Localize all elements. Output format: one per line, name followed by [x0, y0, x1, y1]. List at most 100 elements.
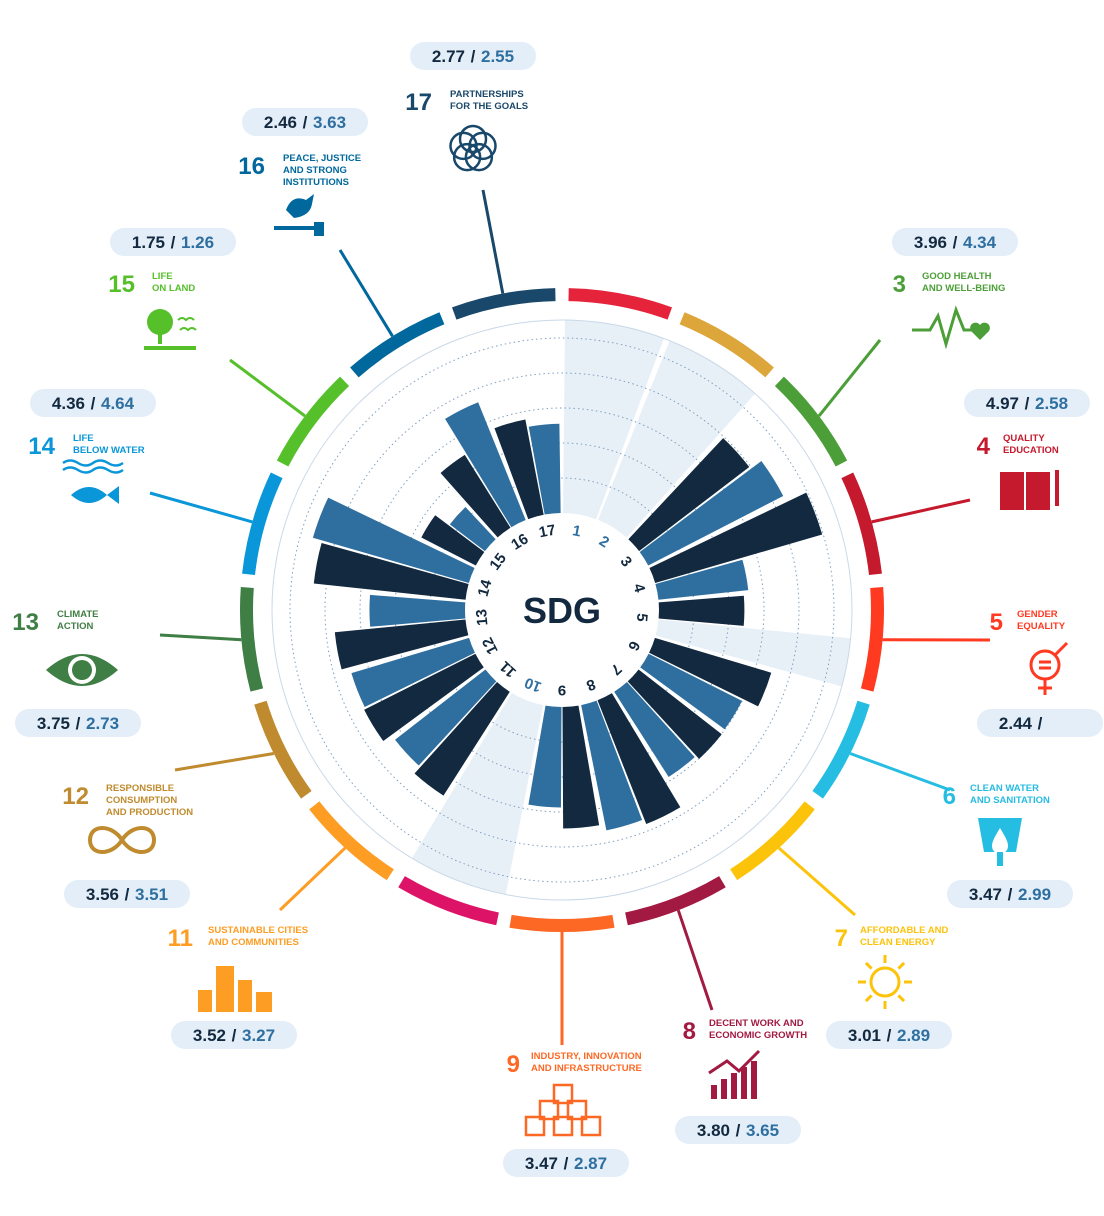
bar-b-16 — [445, 402, 526, 528]
goal-name-line: AND COMMUNITIES — [208, 937, 299, 948]
goal-name-line: CLEAN ENERGY — [860, 937, 936, 948]
ring-segment-16 — [350, 312, 445, 378]
goal-name-line: EDUCATION — [1003, 445, 1059, 456]
value-b-3: 4.34 — [963, 233, 997, 252]
ring-number-14: 14 — [475, 577, 496, 598]
value-b-6: 2.99 — [1018, 885, 1051, 904]
value-pill-8 — [675, 1116, 801, 1144]
value-separator: / — [471, 47, 476, 66]
goal-name-line: GENDER — [1017, 609, 1058, 620]
goal-name-line: AND STRONG — [283, 165, 347, 176]
dove-gavel-icon — [274, 194, 324, 236]
tree-icon — [144, 309, 197, 350]
value-a-4: 4.97 — [986, 394, 1019, 413]
value-a-14: 4.36 — [52, 394, 85, 413]
bar-b-7 — [614, 682, 695, 777]
goal-number-17: 17 — [405, 89, 432, 116]
bar-b-14 — [312, 497, 475, 583]
value-pill-17 — [410, 42, 536, 70]
leader-line-3 — [817, 339, 882, 417]
value-a-11: 3.52 — [193, 1026, 226, 1045]
globe-eye-icon — [46, 654, 118, 686]
bar-b-17 — [528, 423, 561, 515]
bar-a-9 — [562, 705, 600, 829]
bar-b-12 — [351, 637, 475, 707]
value-pill-11 — [171, 1021, 297, 1049]
sun-power-icon — [858, 955, 912, 1009]
value-separator: / — [1008, 885, 1013, 904]
goal-name-line: ON LAND — [152, 283, 195, 294]
bar-a-11 — [414, 682, 510, 796]
water-drop-icon — [978, 818, 1022, 866]
grid-ring — [359, 407, 765, 813]
goal-name-line: RESPONSIBLE — [106, 783, 174, 794]
leader-line-7 — [777, 846, 856, 917]
fish-icon — [62, 459, 124, 504]
center-label: SDG — [523, 590, 601, 631]
goal-number-7: 7 — [835, 925, 848, 952]
ring-number-12: 12 — [479, 634, 502, 657]
value-a-5: 2.44 — [999, 714, 1033, 733]
bar-a-5 — [658, 595, 745, 626]
bar-a-16 — [440, 454, 511, 538]
value-pill-7 — [826, 1021, 952, 1049]
empty-wedges — [411, 320, 851, 895]
cubes-icon — [524, 1083, 602, 1137]
leader-line-16 — [338, 249, 394, 337]
ring-segment-13 — [239, 587, 264, 692]
goal-name-line: ACTION — [57, 621, 94, 632]
goal-name-line: AFFORDABLE AND — [860, 925, 948, 936]
bar-a-8 — [597, 693, 681, 825]
value-pill-14 — [30, 389, 156, 417]
bar-b-8 — [581, 700, 643, 831]
bar-a-3 — [628, 438, 750, 552]
bar-b-9 — [528, 705, 562, 808]
goal-name-line: GOOD HEALTH — [922, 271, 992, 282]
ring-segment-9 — [509, 914, 615, 933]
value-a-9: 3.47 — [525, 1154, 558, 1173]
bar-a-13 — [334, 619, 469, 670]
value-b-13: 2.73 — [86, 714, 119, 733]
value-separator: / — [232, 1026, 237, 1045]
leader-line-8 — [676, 909, 714, 1011]
goal-name-line: INDUSTRY, INNOVATION — [531, 1051, 642, 1062]
value-a-3: 3.96 — [914, 233, 947, 252]
bar-a-4 — [649, 492, 823, 583]
value-a-12: 3.56 — [86, 885, 119, 904]
goal-name-line: FOR THE GOALS — [450, 101, 528, 112]
ring-segment-6 — [812, 700, 870, 799]
goal-name-line: SUSTAINABLE CITIES — [208, 925, 308, 936]
bar-b-11 — [395, 669, 497, 766]
outer-color-ring — [239, 288, 885, 933]
leader-line-15 — [229, 358, 306, 418]
leader-line-12 — [174, 752, 275, 772]
grid-ring — [324, 372, 800, 848]
goal-name-line: AND INFRASTRUCTURE — [531, 1063, 642, 1074]
value-b-8: 3.65 — [746, 1121, 779, 1140]
bar-b-15 — [449, 507, 496, 552]
ring-segment-8 — [625, 876, 726, 926]
ring-segment-14 — [242, 472, 283, 576]
bars — [312, 402, 823, 831]
value-separator: / — [736, 1121, 741, 1140]
goal-name-line: PEACE, JUSTICE — [283, 153, 361, 164]
goal-name-line: INSTITUTIONS — [283, 177, 349, 188]
goal-name-line: AND WELL-BEING — [922, 283, 1005, 294]
bar-a-12 — [364, 653, 484, 742]
grid-ring-outer — [271, 319, 853, 901]
empty-wedge-2 — [597, 340, 756, 538]
bar-a-7 — [627, 669, 722, 759]
value-a-8: 3.80 — [697, 1121, 730, 1140]
ring-segment-17 — [451, 288, 556, 320]
heartbeat-icon — [912, 305, 990, 350]
bar-a-6 — [649, 637, 772, 707]
value-pill-15 — [110, 228, 236, 256]
ring-segment-10 — [398, 876, 499, 926]
goal-name-line: EQUALITY — [1017, 621, 1066, 632]
ring-number-1: 1 — [571, 522, 582, 540]
goal-name-line: CONSUMPTION — [106, 795, 177, 806]
ring-number-13: 13 — [473, 608, 491, 626]
empty-wedge-1 — [563, 320, 664, 520]
ring-segment-7 — [730, 801, 815, 881]
ring-number-15: 15 — [486, 550, 510, 574]
